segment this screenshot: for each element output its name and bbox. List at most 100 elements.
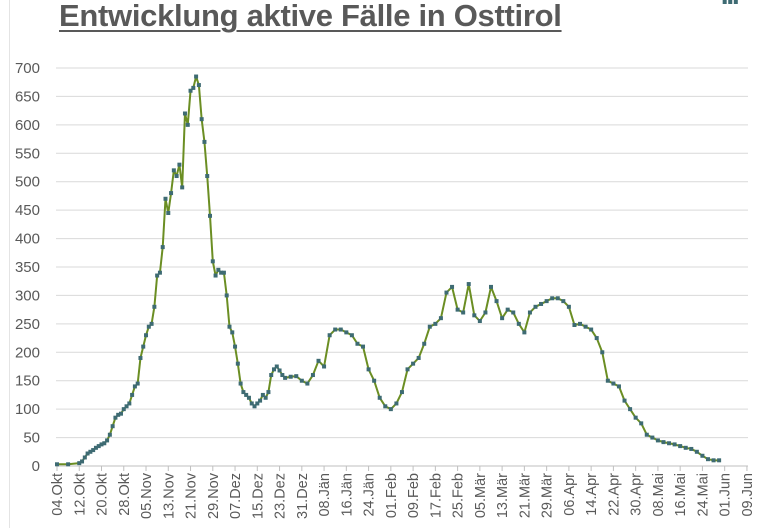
x-tick-label: 20.Okt	[95, 473, 111, 516]
x-tick-label: 22.Apr	[606, 473, 622, 516]
x-tick-label: 01.Feb	[384, 473, 400, 518]
data-point-marker	[589, 327, 594, 332]
data-point-marker	[221, 270, 226, 275]
data-point-marker	[366, 367, 371, 372]
data-point-marker	[191, 85, 196, 90]
data-point-marker	[578, 321, 583, 326]
data-point-marker	[333, 327, 338, 332]
data-point-marker	[689, 446, 694, 451]
data-point-marker	[728, 0, 733, 4]
x-tick-label: 25.Feb	[451, 473, 467, 518]
data-point-marker	[246, 395, 251, 400]
data-point-marker	[288, 374, 293, 379]
data-point-marker	[258, 398, 263, 403]
data-point-marker	[322, 364, 327, 369]
data-point-marker	[405, 367, 410, 372]
data-point-marker	[271, 367, 276, 372]
x-tick-label: 29.Mär	[540, 473, 556, 518]
data-point-marker	[233, 344, 238, 349]
data-point-marker	[227, 324, 232, 329]
x-tick-label: 24.Mai	[695, 473, 711, 517]
x-tick-label: 06.Apr	[562, 473, 578, 516]
data-point-marker	[199, 117, 204, 122]
x-tick-label: 30.Apr	[629, 473, 645, 516]
data-point-marker	[527, 310, 532, 315]
data-point-marker	[182, 111, 187, 116]
data-point-marker	[244, 392, 249, 397]
data-point-marker	[349, 333, 354, 338]
data-point-marker	[210, 259, 215, 264]
data-point-marker	[177, 162, 182, 167]
data-point-marker	[230, 330, 235, 335]
data-point-marker	[661, 440, 666, 445]
data-point-marker	[422, 341, 427, 346]
data-point-marker	[252, 404, 257, 409]
data-point-marker	[611, 381, 616, 386]
data-point-marker	[438, 316, 443, 321]
data-point-marker	[539, 301, 544, 306]
data-point-marker	[85, 451, 90, 456]
data-point-marker	[266, 390, 271, 395]
data-point-marker	[450, 284, 455, 289]
data-point-marker	[283, 375, 288, 380]
data-point-marker	[310, 373, 315, 378]
x-tick-label: 21.Mär	[517, 473, 533, 518]
y-tick-label: 450	[15, 202, 40, 219]
data-point-marker	[399, 390, 404, 395]
data-point-marker	[202, 139, 207, 144]
x-tick-label: 08.Jän	[317, 473, 333, 517]
data-point-marker	[377, 395, 382, 400]
y-tick-label: 250	[15, 316, 40, 333]
y-tick-label: 350	[15, 259, 40, 276]
x-tick-label: 28.Okt	[117, 473, 133, 516]
data-point-marker	[135, 381, 140, 386]
y-tick-label: 600	[15, 117, 40, 134]
data-point-marker	[516, 321, 521, 326]
data-point-marker	[107, 432, 112, 437]
data-point-marker	[555, 296, 560, 301]
data-point-marker	[269, 373, 274, 378]
data-point-marker	[260, 392, 265, 397]
data-point-marker	[294, 374, 299, 379]
data-point-marker	[678, 444, 683, 449]
data-point-marker	[82, 455, 87, 460]
data-point-marker	[522, 330, 527, 335]
data-point-marker	[152, 304, 157, 309]
data-point-marker	[255, 401, 260, 406]
data-point-marker	[667, 441, 672, 446]
data-point-marker	[238, 381, 243, 386]
data-point-marker	[208, 213, 213, 218]
data-point-marker	[628, 407, 633, 412]
data-point-marker	[505, 307, 510, 312]
x-tick-label: 21.Nov	[184, 472, 200, 519]
data-series-active-cases	[55, 0, 738, 467]
data-point-marker	[160, 245, 165, 250]
data-point-marker	[110, 424, 115, 429]
data-point-marker	[488, 284, 493, 289]
x-tick-label: 04.Okt	[50, 473, 66, 516]
data-point-marker	[605, 378, 610, 383]
data-point-marker	[472, 313, 477, 318]
y-tick-label: 500	[15, 174, 40, 191]
data-point-marker	[594, 336, 599, 341]
data-point-marker	[224, 293, 229, 298]
data-point-marker	[344, 330, 349, 335]
x-tick-label: 13.Mär	[495, 473, 511, 518]
data-point-marker	[394, 401, 399, 406]
data-point-marker	[121, 407, 126, 412]
y-tick-label: 650	[15, 88, 40, 105]
data-point-marker	[355, 341, 360, 346]
data-point-marker	[500, 316, 505, 321]
x-tick-label: 24.Jän	[362, 473, 378, 517]
y-tick-label: 700	[15, 60, 40, 77]
x-tick-label: 01.Jun	[718, 473, 734, 517]
data-point-marker	[130, 392, 135, 397]
x-tick-label: 05.Nov	[139, 472, 155, 519]
data-point-marker	[561, 299, 566, 304]
data-point-marker	[572, 322, 577, 327]
data-point-marker	[163, 196, 168, 201]
data-point-marker	[213, 273, 218, 278]
data-point-marker	[277, 368, 282, 373]
data-point-marker	[263, 395, 268, 400]
data-point-marker	[655, 438, 660, 443]
